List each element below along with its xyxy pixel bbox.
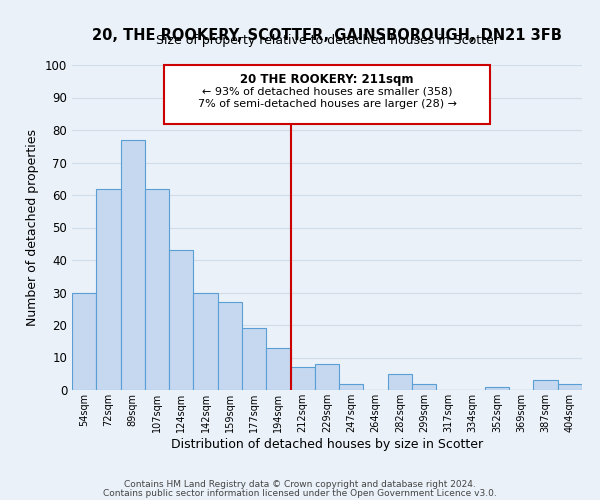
FancyBboxPatch shape [164, 65, 490, 124]
Text: Contains HM Land Registry data © Crown copyright and database right 2024.: Contains HM Land Registry data © Crown c… [124, 480, 476, 489]
Text: 20 THE ROOKERY: 211sqm: 20 THE ROOKERY: 211sqm [240, 73, 414, 86]
Text: Contains public sector information licensed under the Open Government Licence v3: Contains public sector information licen… [103, 490, 497, 498]
Bar [339, 384, 364, 390]
Bar [266, 348, 290, 390]
Bar [169, 250, 193, 390]
Text: Size of property relative to detached houses in Scotter: Size of property relative to detached ho… [155, 34, 499, 47]
Bar [485, 387, 509, 390]
Bar [72, 292, 96, 390]
Bar [290, 367, 315, 390]
Bar [242, 328, 266, 390]
Text: ← 93% of detached houses are smaller (358): ← 93% of detached houses are smaller (35… [202, 86, 452, 96]
Title: 20, THE ROOKERY, SCOTTER, GAINSBOROUGH, DN21 3FB: 20, THE ROOKERY, SCOTTER, GAINSBOROUGH, … [92, 28, 562, 43]
Bar [218, 302, 242, 390]
Bar [96, 188, 121, 390]
Bar [315, 364, 339, 390]
Bar [412, 384, 436, 390]
Text: 7% of semi-detached houses are larger (28) →: 7% of semi-detached houses are larger (2… [197, 99, 457, 109]
X-axis label: Distribution of detached houses by size in Scotter: Distribution of detached houses by size … [171, 438, 483, 450]
Bar [193, 292, 218, 390]
Bar [145, 188, 169, 390]
Bar [388, 374, 412, 390]
Bar [121, 140, 145, 390]
Bar [533, 380, 558, 390]
Y-axis label: Number of detached properties: Number of detached properties [26, 129, 40, 326]
Bar [558, 384, 582, 390]
